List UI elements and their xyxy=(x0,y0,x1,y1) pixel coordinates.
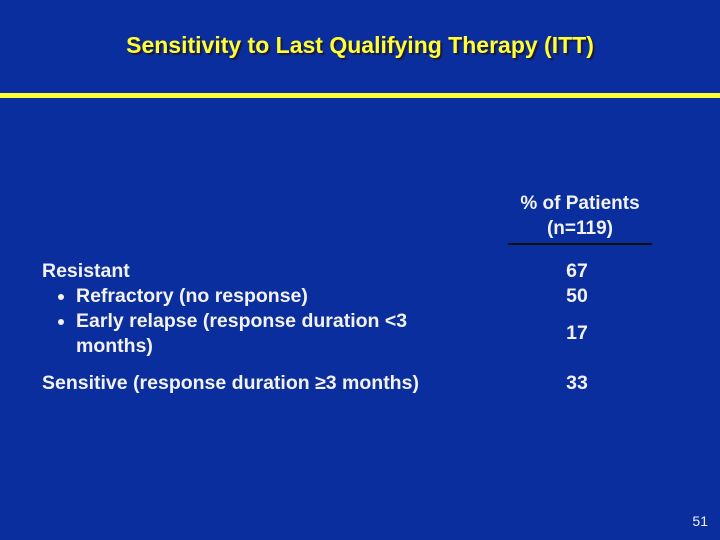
row-label: Refractory (no response) xyxy=(76,285,308,307)
row-value: 33 xyxy=(566,372,588,394)
bullet xyxy=(58,319,64,325)
slide-title: Sensitivity to Last Qualifying Therapy (… xyxy=(126,32,594,58)
column-header: % of Patients xyxy=(520,193,640,214)
column-header: (n=119) xyxy=(546,218,613,239)
row-label: Sensitive (response duration ≥3 months) xyxy=(42,372,419,394)
bullet xyxy=(58,294,64,300)
row-value: 67 xyxy=(566,260,588,282)
row-label: Resistant xyxy=(42,260,130,282)
header-underline xyxy=(508,243,652,245)
row-label: Early relapse (response duration <3 mont… xyxy=(76,310,408,357)
row-value: 17 xyxy=(566,322,588,344)
page-number: 51 xyxy=(692,513,708,529)
title-rule xyxy=(0,93,720,98)
row-value: 50 xyxy=(566,285,588,307)
